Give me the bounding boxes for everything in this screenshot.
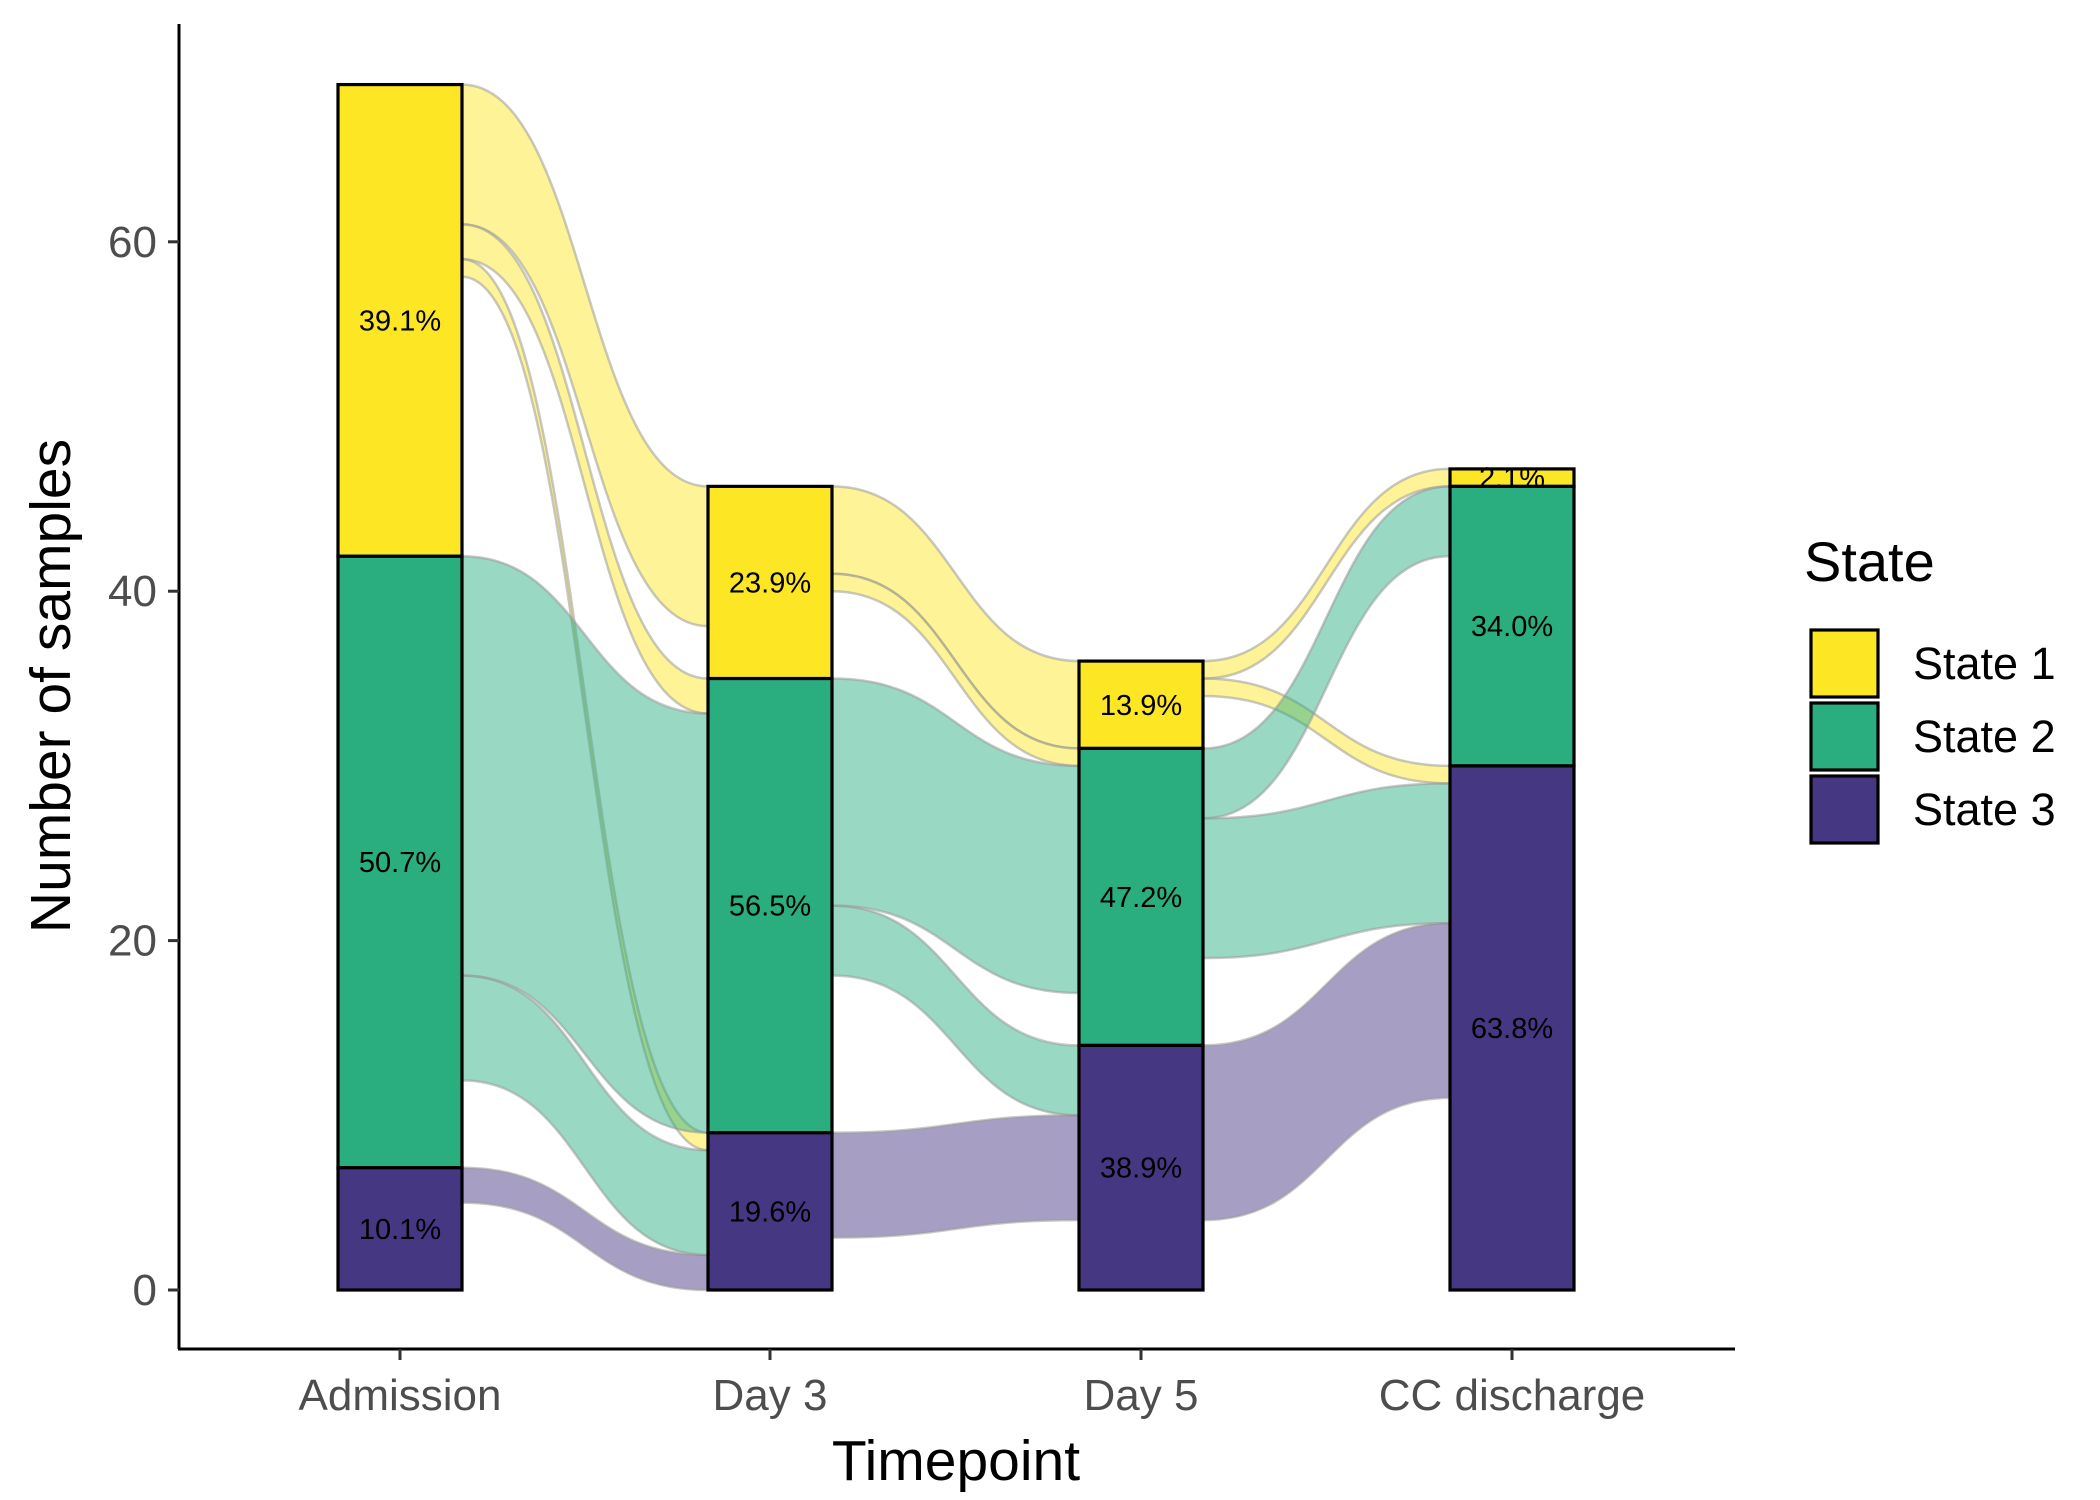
flows-layer [460, 83, 1452, 1292]
bar-day-5-state-2 [1077, 746, 1205, 1048]
bar-label-cc-discharge-state-2: 34.0% [1471, 611, 1553, 643]
bar-label-cc-discharge-state-3: 63.8% [1471, 1013, 1553, 1045]
legend-title: State [1804, 530, 1935, 593]
bar-cc-discharge-state-3 [1448, 764, 1576, 1292]
bar-label-day-5-state-2: 47.2% [1100, 882, 1182, 914]
axes-layer [177, 24, 1735, 1351]
legend-key-state-2 [1809, 701, 1880, 772]
legend-label-state-1: State 1 [1913, 638, 2056, 689]
bar-admission-state-3 [336, 1166, 464, 1292]
bar-label-admission-state-3: 10.1% [359, 1214, 441, 1246]
x-ticks: Admission Day 3 Day 5 CC discharge [299, 1349, 1646, 1420]
bar-label-day-5-state-1: 13.9% [1100, 690, 1182, 722]
bar-labels-layer: 39.1% 50.7% 10.1% 23.9% 56.5% 19.6% 13.9% 47.2%… [359, 305, 1553, 1245]
legend-key-state-1 [1809, 628, 1880, 699]
x-axis-title: Timepoint [832, 1429, 1080, 1493]
y-tick-label-20: 20 [108, 917, 157, 966]
flow-2-state-3-to-state-3 [1201, 921, 1452, 1222]
bar-label-day-5-state-3: 38.9% [1100, 1153, 1182, 1185]
bar-day-3-state-1 [706, 484, 834, 681]
bars-layer [336, 82, 1576, 1292]
y-ticks: 0 20 40 60 [108, 218, 179, 1315]
bar-admission-state-2 [336, 554, 464, 1170]
bar-cc-discharge-state-2 [1448, 484, 1576, 768]
x-tick-label-day-5: Day 5 [1084, 1371, 1199, 1420]
bar-label-day-3-state-2: 56.5% [729, 891, 811, 923]
bar-day-5-state-3 [1077, 1043, 1205, 1292]
y-tick-label-60: 60 [108, 218, 157, 267]
legend: State State 1 State 2 State 3 [1804, 530, 2056, 845]
legend-label-state-3: State 3 [1913, 784, 2056, 835]
y-tick-label-0: 0 [133, 1266, 157, 1315]
bar-label-admission-state-2: 50.7% [359, 847, 441, 879]
flow-1-state-3-to-state-3 [830, 1114, 1081, 1239]
x-tick-label-day-3: Day 3 [713, 1371, 828, 1420]
bar-admission-state-1 [336, 82, 464, 558]
bar-label-day-3-state-1: 23.9% [729, 567, 811, 599]
legend-items: State 1 State 2 State 3 [1809, 628, 2056, 845]
legend-label-state-2: State 2 [1913, 711, 2056, 762]
x-tick-label-admission: Admission [299, 1371, 502, 1420]
bar-label-cc-discharge-state-1: 2.1% [1479, 463, 1545, 495]
bar-day-5-state-1 [1077, 659, 1205, 751]
bar-day-3-state-3 [706, 1131, 834, 1292]
legend-key-state-3 [1809, 774, 1880, 845]
bar-label-day-3-state-3: 19.6% [729, 1196, 811, 1228]
flow-0-state-1-to-state-1 [460, 83, 710, 628]
y-axis-title: Number of samples [19, 439, 83, 933]
bar-label-admission-state-1: 39.1% [359, 305, 441, 337]
y-tick-label-40: 40 [108, 567, 157, 616]
x-tick-label-cc-discharge: CC discharge [1379, 1371, 1646, 1420]
